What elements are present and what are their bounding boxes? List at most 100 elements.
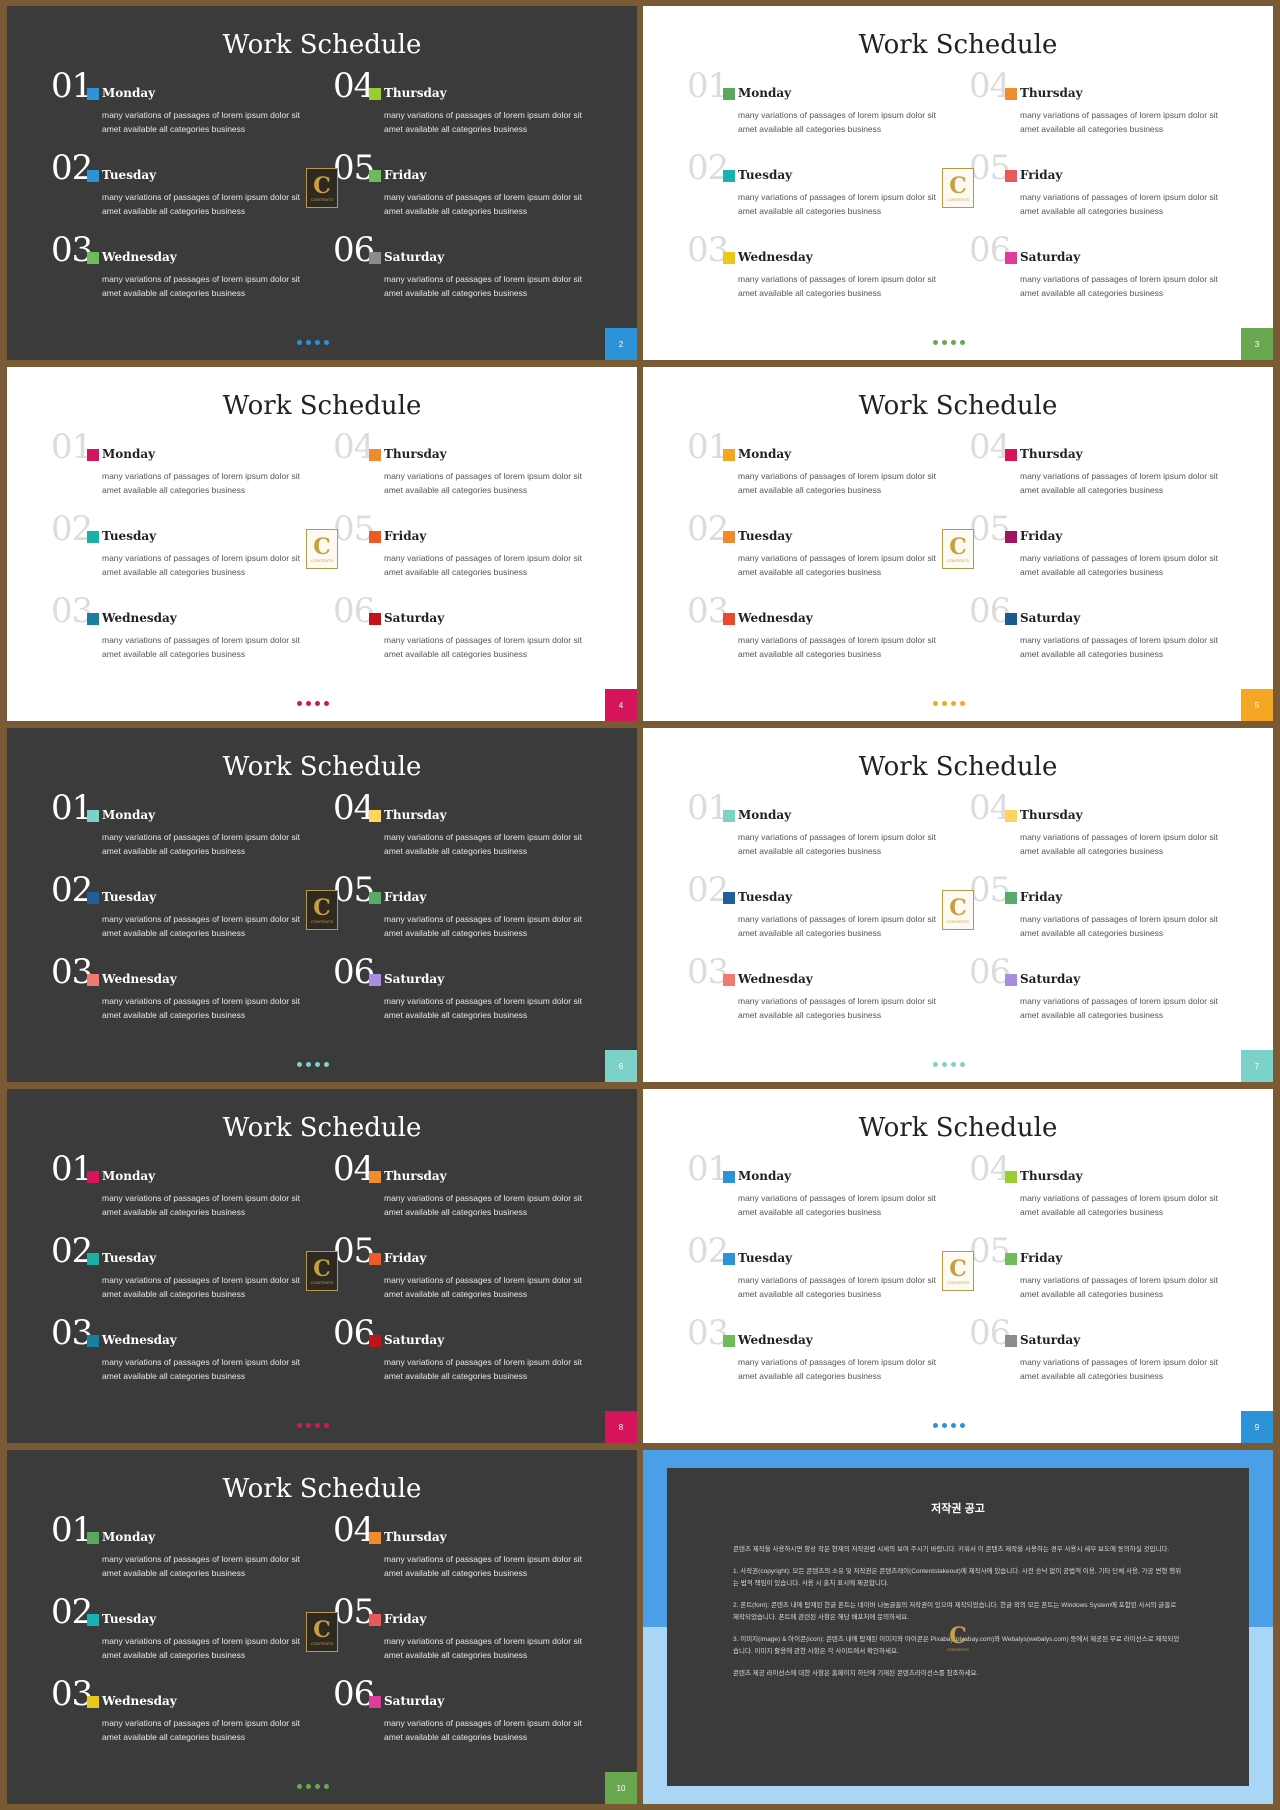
color-square	[87, 1696, 99, 1708]
schedule-item: 04 Thursday many variations of passages …	[333, 790, 593, 870]
slide[interactable]: Work Schedule 01 Monday many variations …	[7, 6, 637, 360]
dot	[306, 701, 311, 706]
day-label: Tuesday	[738, 890, 793, 904]
item-number: 01	[51, 66, 93, 106]
item-number: 02	[51, 870, 93, 910]
color-square	[87, 88, 99, 100]
slide[interactable]: Work Schedule 01 Monday many variations …	[7, 367, 637, 721]
item-description: many variations of passages of lorem ips…	[738, 553, 936, 577]
slide-title: Work Schedule	[222, 391, 422, 421]
color-square	[87, 449, 99, 461]
slide[interactable]: Work Schedule 01 Monday many variations …	[643, 367, 1273, 721]
schedule-item: 06 Saturday many variations of passages …	[333, 1315, 593, 1395]
day-label: Friday	[384, 168, 427, 182]
color-square	[369, 613, 381, 625]
day-label: Thursday	[384, 447, 447, 461]
item-number: 04	[333, 427, 375, 467]
color-square	[87, 1614, 99, 1626]
item-description: many variations of passages of lorem ips…	[384, 635, 582, 659]
schedule-item: 05 Friday many variations of passages of…	[969, 872, 1229, 952]
logo-letter: C	[949, 894, 967, 921]
copyright-slide[interactable]: 저작권 공고 콘텐츠 제작을 사용하시면 항상 작은 현재의 저작권법 시세의 …	[643, 1450, 1273, 1804]
schedule-item: 02 Tuesday many variations of passages o…	[51, 1594, 311, 1674]
dot	[951, 1423, 956, 1428]
dot	[951, 340, 956, 345]
item-description: many variations of passages of lorem ips…	[384, 1193, 582, 1217]
day-label: Friday	[1020, 1251, 1063, 1265]
slide[interactable]: Work Schedule 01 Monday many variations …	[643, 728, 1273, 1082]
dot	[960, 1423, 965, 1428]
logo-letter: C	[949, 1255, 967, 1282]
item-number: 05	[333, 148, 375, 188]
logo-letter: C	[313, 1616, 331, 1643]
slide[interactable]: Work Schedule 01 Monday many variations …	[7, 728, 637, 1082]
logo-letter: C	[313, 172, 331, 199]
slide[interactable]: Work Schedule 01 Monday many variations …	[643, 1089, 1273, 1443]
slide-title: Work Schedule	[858, 391, 1058, 421]
schedule-item: 01 Monday many variations of passages of…	[687, 68, 947, 148]
color-square	[87, 974, 99, 986]
item-number: 03	[687, 230, 729, 270]
day-label: Monday	[102, 1530, 156, 1544]
color-square	[369, 1532, 381, 1544]
schedule-item: 04 Thursday many variations of passages …	[969, 1151, 1229, 1231]
day-label: Friday	[1020, 529, 1063, 543]
schedule-item: 04 Thursday many variations of passages …	[333, 1151, 593, 1231]
schedule-item: 03 Wednesday many variations of passages…	[51, 232, 311, 312]
day-label: Tuesday	[102, 1251, 157, 1265]
schedule-item: 05 Friday many variations of passages of…	[969, 1233, 1229, 1313]
dot	[942, 1423, 947, 1428]
day-label: Friday	[1020, 890, 1063, 904]
day-label: Monday	[738, 447, 792, 461]
color-square	[1005, 810, 1017, 822]
dot	[297, 1784, 302, 1789]
page-number: 6	[605, 1050, 637, 1082]
item-number: 05	[969, 1231, 1011, 1271]
item-number: 06	[333, 1674, 375, 1714]
item-number: 03	[687, 591, 729, 631]
slide[interactable]: Work Schedule 01 Monday many variations …	[7, 1089, 637, 1443]
color-square	[723, 252, 735, 264]
color-square	[369, 1171, 381, 1183]
color-square	[723, 88, 735, 100]
logo-text: CONTENTS	[311, 196, 333, 202]
schedule-item: 06 Saturday many variations of passages …	[969, 1315, 1229, 1395]
item-description: many variations of passages of lorem ips…	[1020, 635, 1218, 659]
day-label: Saturday	[1020, 611, 1081, 625]
day-label: Tuesday	[738, 1251, 793, 1265]
color-square	[1005, 531, 1017, 543]
item-description: many variations of passages of lorem ips…	[1020, 553, 1218, 577]
page-number: 9	[1241, 1411, 1273, 1443]
schedule-item: 02 Tuesday many variations of passages o…	[51, 511, 311, 591]
day-label: Thursday	[384, 1169, 447, 1183]
item-description: many variations of passages of lorem ips…	[1020, 274, 1218, 298]
item-number: 02	[51, 509, 93, 549]
logo-letter: C	[949, 172, 967, 199]
color-square	[87, 531, 99, 543]
slide[interactable]: Work Schedule 01 Monday many variations …	[7, 1450, 637, 1804]
color-square	[723, 1253, 735, 1265]
slide-title: Work Schedule	[858, 30, 1058, 60]
item-number: 03	[687, 1313, 729, 1353]
item-number: 01	[51, 788, 93, 828]
page-dots	[297, 340, 347, 346]
schedule-item: 04 Thursday many variations of passages …	[333, 429, 593, 509]
day-label: Saturday	[1020, 250, 1081, 264]
color-square	[369, 1696, 381, 1708]
item-description: many variations of passages of lorem ips…	[1020, 1193, 1218, 1217]
logo-text: CONTENTS	[947, 918, 969, 924]
day-label: Friday	[384, 529, 427, 543]
day-label: Tuesday	[102, 168, 157, 182]
color-square	[1005, 170, 1017, 182]
item-description: many variations of passages of lorem ips…	[102, 1357, 300, 1381]
schedule-item: 06 Saturday many variations of passages …	[969, 593, 1229, 673]
item-description: many variations of passages of lorem ips…	[738, 1193, 936, 1217]
slide[interactable]: Work Schedule 01 Monday many variations …	[643, 6, 1273, 360]
dot	[933, 340, 938, 345]
dot	[315, 701, 320, 706]
schedule-item: 02 Tuesday many variations of passages o…	[51, 1233, 311, 1313]
page-number: 7	[1241, 1050, 1273, 1082]
dot	[315, 1784, 320, 1789]
item-number: 04	[333, 788, 375, 828]
item-description: many variations of passages of lorem ips…	[1020, 996, 1218, 1020]
